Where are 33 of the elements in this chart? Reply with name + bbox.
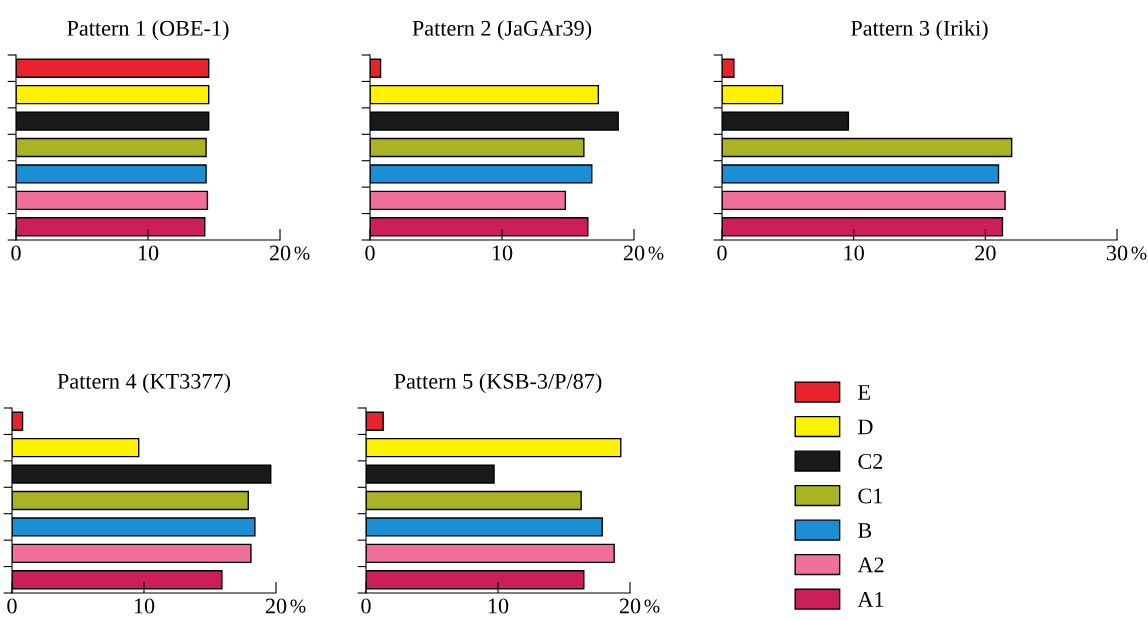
legend-label: A1 <box>857 592 884 607</box>
x-axis-title: % <box>294 246 310 260</box>
x-axis-title: % <box>290 599 306 613</box>
x-axis-title: % <box>648 246 664 260</box>
legend-label: E <box>858 385 870 400</box>
x-tick-label: 20 <box>623 245 645 261</box>
x-tick-label: 20 <box>619 598 641 614</box>
chart-title: Pattern 5 (KSB-3/P/87) <box>394 373 602 394</box>
chart-title: Pattern 2 (JaGAr39) <box>412 20 592 41</box>
x-tick-label: 0 <box>361 598 371 614</box>
x-tick-label: 10 <box>488 598 509 614</box>
x-tick-label: 20 <box>975 245 996 261</box>
x-tick-label: 20 <box>265 598 287 614</box>
x-tick-label: 0 <box>717 245 727 261</box>
legend-label: A2 <box>857 557 884 573</box>
legend-label: C2 <box>858 453 883 469</box>
x-axis-title: % <box>1131 246 1147 260</box>
x-tick-label: 10 <box>138 245 159 261</box>
x-axis-title: % <box>644 599 660 613</box>
x-tick-label: 10 <box>844 245 864 261</box>
x-tick-label: 0 <box>365 245 375 261</box>
x-tick-label: 0 <box>7 598 17 614</box>
x-tick-label: 30 <box>1106 245 1128 261</box>
chart-title: Pattern 4 (KT3377) <box>57 373 231 394</box>
x-tick-label: 10 <box>134 598 155 614</box>
chart-title: Pattern 1 (OBE-1) <box>67 20 229 41</box>
x-tick-label: 0 <box>11 245 21 261</box>
chart-title: Pattern 3 (Iriki) <box>851 20 988 41</box>
legend-label: C1 <box>858 488 883 504</box>
x-tick-label: 20 <box>269 245 291 261</box>
legend-label: D <box>858 419 873 435</box>
legend-label: B <box>858 523 872 538</box>
x-tick-label: 10 <box>492 245 513 261</box>
